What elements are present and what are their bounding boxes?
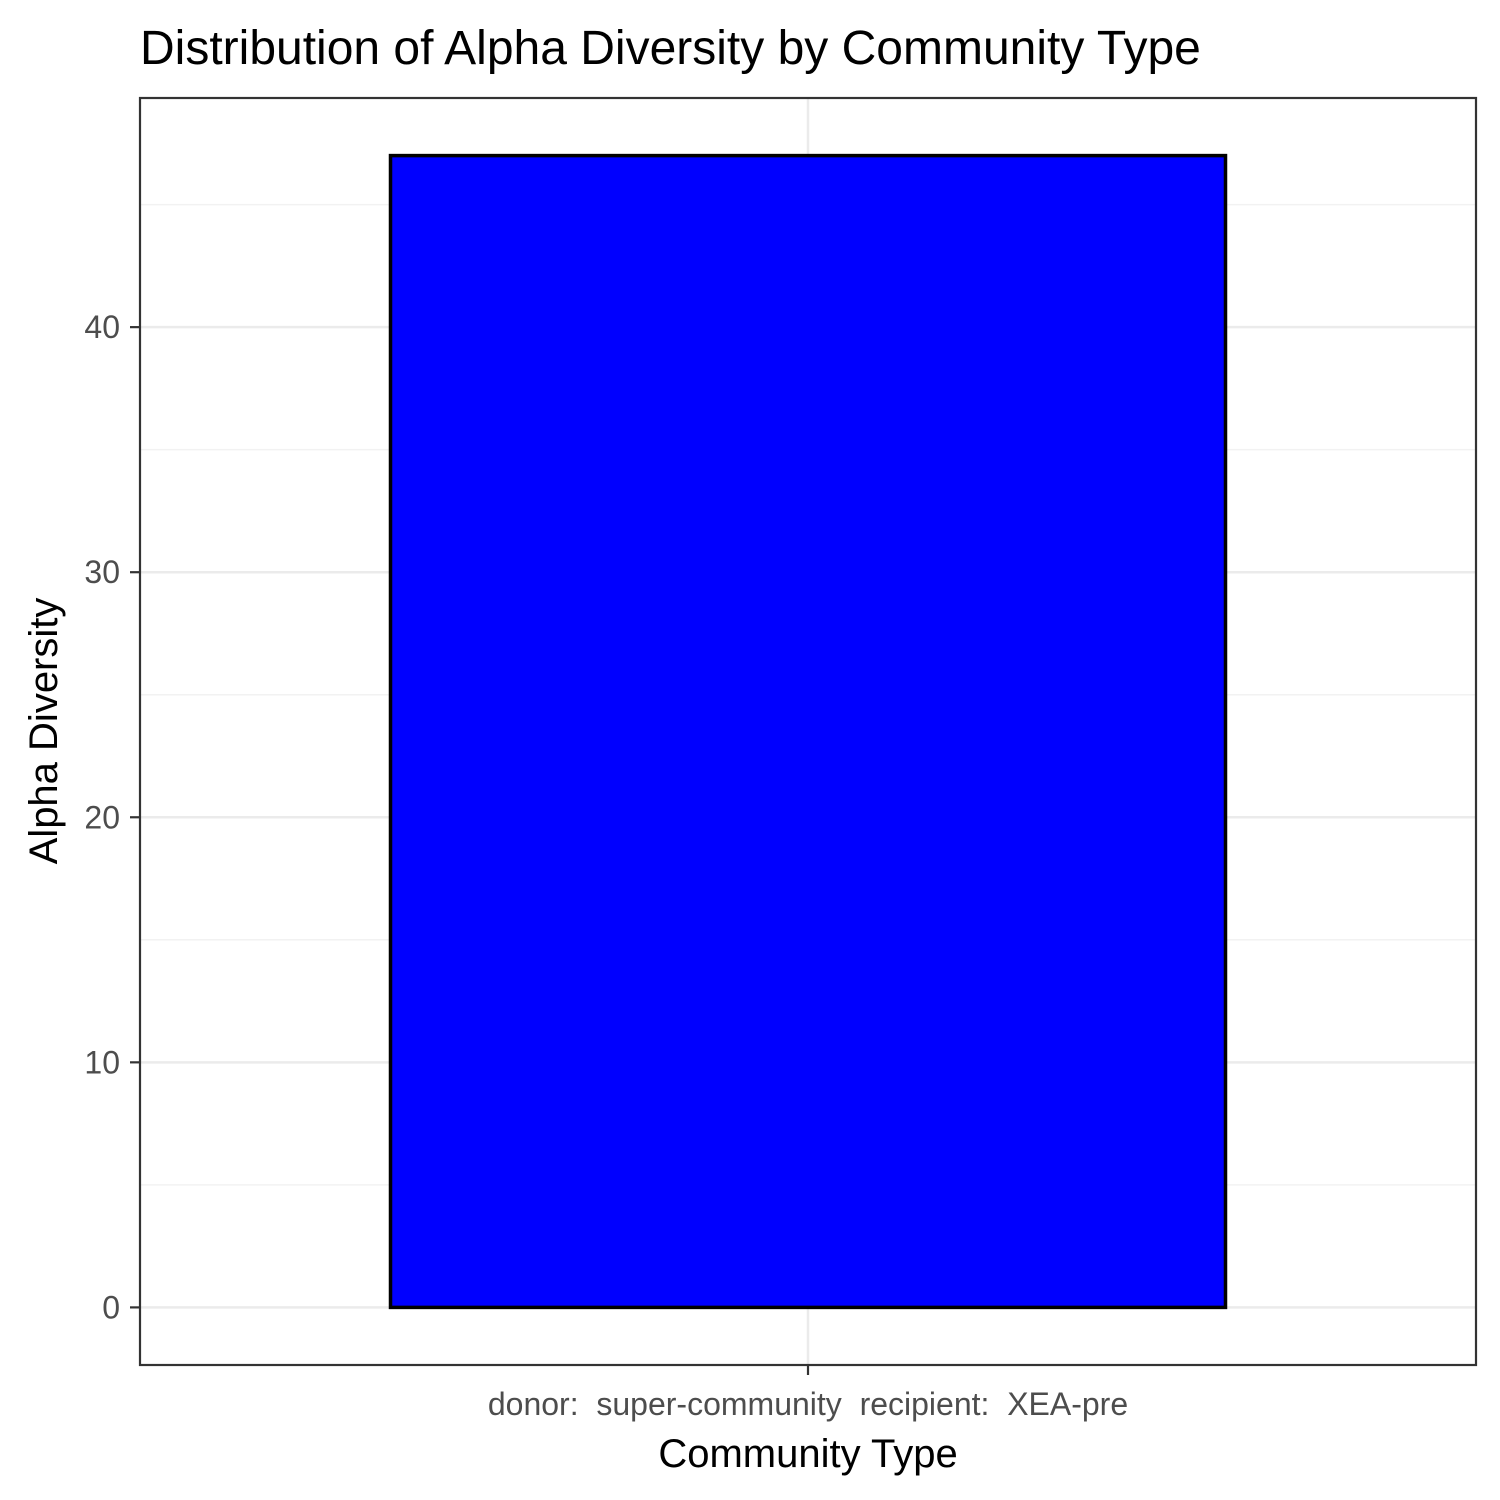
y-tick-label: 40 bbox=[84, 309, 120, 345]
x-tick-label: donor: super-community recipient: XEA-pr… bbox=[488, 1386, 1128, 1422]
x-axis-title: Community Type bbox=[658, 1432, 957, 1476]
bar bbox=[388, 153, 1228, 1310]
y-tick-label: 10 bbox=[84, 1044, 120, 1080]
chart-title: Distribution of Alpha Diversity by Commu… bbox=[140, 22, 1201, 75]
y-tick-label: 20 bbox=[84, 799, 120, 835]
y-tick-label: 30 bbox=[84, 554, 120, 590]
y-axis-title: Alpha Diversity bbox=[22, 598, 66, 865]
y-tick-label: 0 bbox=[102, 1289, 120, 1325]
bars-layer bbox=[388, 153, 1228, 1310]
x-axis: donor: super-community recipient: XEA-pr… bbox=[488, 1365, 1128, 1422]
y-axis: 0 10 20 30 40 bbox=[84, 309, 140, 1325]
